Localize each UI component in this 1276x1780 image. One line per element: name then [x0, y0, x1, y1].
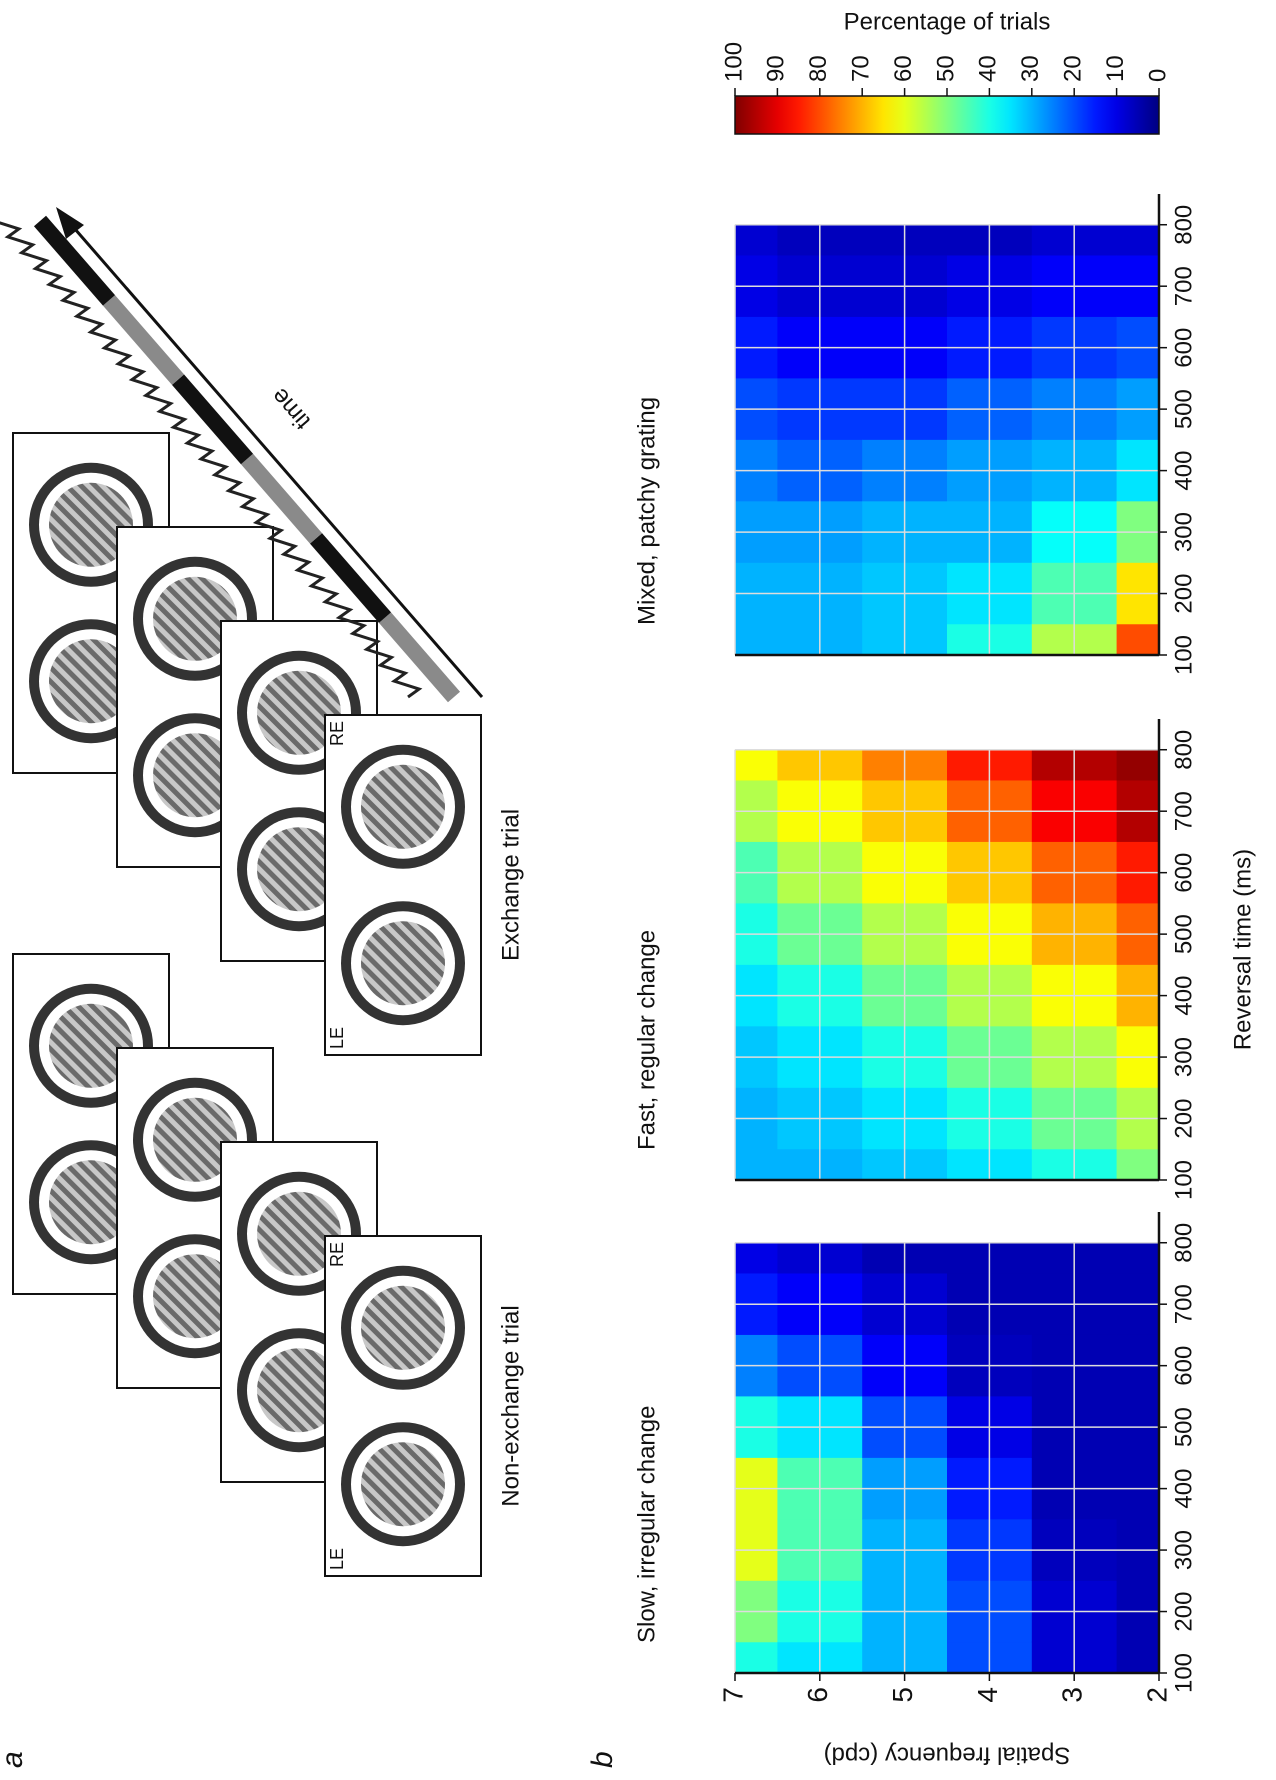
- x-tick-label: 700: [1170, 266, 1197, 306]
- colorbar-tick-label: 70: [848, 55, 875, 82]
- x-tick-label: 600: [1170, 328, 1197, 368]
- figure-body: a b LE RE Non-exchange trial LE RE Exchange t…: [0, 8, 1256, 1768]
- heat-cell: [735, 1642, 778, 1673]
- colorbar-tick-label: 40: [975, 55, 1002, 82]
- grating: [361, 1286, 445, 1370]
- heat-cell: [735, 624, 778, 655]
- x-tick-label: 200: [1170, 1099, 1197, 1139]
- colorbar-label: Percentage of trials: [844, 8, 1051, 35]
- panel-label: b: [586, 1751, 619, 1768]
- y-axis-label: Spatial frequency (cpd): [824, 1742, 1071, 1769]
- y-tick-label: 6: [802, 1687, 833, 1703]
- y-tick-label: 7: [717, 1687, 748, 1703]
- x-tick-label: 100: [1170, 1160, 1197, 1200]
- y-tick-label: 3: [1057, 1687, 1088, 1703]
- eye-label: LE: [327, 1548, 347, 1570]
- grating: [361, 921, 445, 1005]
- x-tick-label: 600: [1170, 1346, 1197, 1386]
- grating: [361, 765, 445, 849]
- x-tick-label: 300: [1170, 1530, 1197, 1570]
- chart-title: Slow, irregular change: [633, 1406, 660, 1643]
- x-tick-label: 400: [1170, 1469, 1197, 1509]
- heat-cell: [1117, 624, 1160, 655]
- heat-cell: [1117, 1242, 1160, 1273]
- x-tick-label: 100: [1170, 635, 1197, 675]
- x-tick-label: 500: [1170, 914, 1197, 954]
- timeline-segment: [109, 300, 178, 379]
- x-tick-label: 400: [1170, 451, 1197, 491]
- colorbar-tick-label: 60: [890, 55, 917, 82]
- chart-title: Mixed, patchy grating: [633, 397, 660, 625]
- x-tick-label: 700: [1170, 1284, 1197, 1324]
- x-tick-label: 800: [1170, 205, 1197, 245]
- grating: [361, 1442, 445, 1526]
- heat-cell: [1117, 1149, 1160, 1180]
- heat-cell: [1117, 224, 1160, 255]
- colorbar-tick-label: 50: [932, 55, 959, 82]
- trial-label: Exchange trial: [497, 809, 524, 961]
- colorbar-tick-label: 90: [763, 55, 790, 82]
- x-tick-label: 300: [1170, 1037, 1197, 1077]
- colorbar-tick-label: 0: [1144, 69, 1171, 82]
- x-tick-label: 400: [1170, 976, 1197, 1016]
- figure: a b LE RE Non-exchange trial LE RE Exchange t…: [0, 0, 1276, 1780]
- colorbar-tick-label: 80: [805, 55, 832, 82]
- colorbar-tick-label: 10: [1102, 55, 1129, 82]
- timeline-segment: [316, 538, 385, 617]
- colorbar-tick-label: 100: [720, 42, 747, 82]
- x-tick-label: 700: [1170, 791, 1197, 831]
- x-tick-label: 800: [1170, 730, 1197, 770]
- y-tick-label: 2: [1141, 1687, 1172, 1703]
- x-tick-label: 300: [1170, 512, 1197, 552]
- y-tick-label: 5: [887, 1687, 918, 1703]
- x-tick-label: 200: [1170, 1592, 1197, 1632]
- heat-cell: [735, 749, 778, 780]
- x-axis-label: Reversal time (ms): [1229, 849, 1256, 1050]
- x-tick-label: 100: [1170, 1653, 1197, 1693]
- colorbar-tick-label: 20: [1060, 55, 1087, 82]
- x-tick-label: 500: [1170, 389, 1197, 429]
- panel-label: a: [0, 1751, 29, 1768]
- timeline-segment: [385, 618, 454, 697]
- heat-cell: [735, 1149, 778, 1180]
- heat-cell: [735, 1242, 778, 1273]
- y-tick-label: 4: [972, 1687, 1003, 1703]
- timeline-segment: [40, 221, 109, 300]
- chart-title: Fast, regular change: [633, 930, 660, 1150]
- heat-cell: [1117, 749, 1160, 780]
- colorbar: [735, 96, 1159, 134]
- x-tick-label: 500: [1170, 1407, 1197, 1447]
- heat-cell: [1117, 1642, 1160, 1673]
- trial-label: Non-exchange trial: [497, 1305, 524, 1506]
- eye-label: RE: [327, 721, 347, 746]
- eye-label: RE: [327, 1242, 347, 1267]
- x-tick-label: 200: [1170, 574, 1197, 614]
- time-label: time: [266, 383, 316, 435]
- x-tick-label: 800: [1170, 1223, 1197, 1263]
- timeline-segment: [178, 380, 247, 459]
- heat-cell: [735, 224, 778, 255]
- x-tick-label: 600: [1170, 853, 1197, 893]
- eye-label: LE: [327, 1027, 347, 1049]
- colorbar-tick-label: 30: [1017, 55, 1044, 82]
